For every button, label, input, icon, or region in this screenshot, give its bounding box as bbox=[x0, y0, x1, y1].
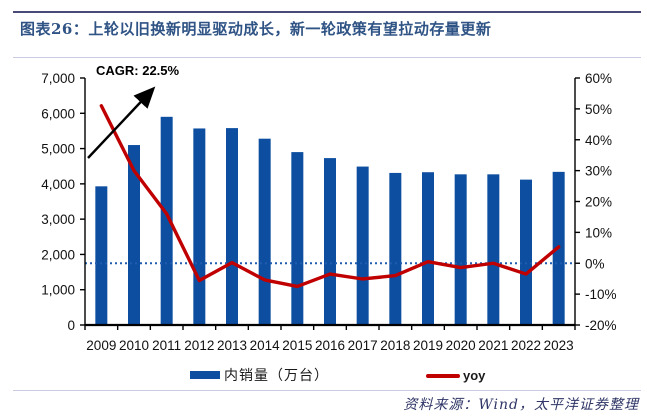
x-tick-label: 2014 bbox=[250, 338, 281, 353]
left-tick-label: 3,000 bbox=[41, 212, 75, 227]
legend-item-yoy: yoy bbox=[426, 368, 485, 383]
bar-2020 bbox=[454, 174, 467, 325]
right-tick-label: 10% bbox=[585, 225, 612, 240]
bar-2014 bbox=[258, 138, 271, 325]
bar-2019 bbox=[422, 172, 434, 325]
left-tick-label: 4,000 bbox=[41, 177, 75, 192]
cagr-annotation: CAGR: 22.5% bbox=[96, 63, 180, 78]
bar-2015 bbox=[291, 152, 304, 325]
right-tick-label: 50% bbox=[585, 102, 612, 117]
figure-title: 图表26：上轮以旧换新明显驱动成长，新一轮政策有望拉动存量更新 bbox=[20, 20, 492, 38]
bar-2010 bbox=[128, 145, 140, 325]
bar-2013 bbox=[226, 128, 238, 325]
yoy-line bbox=[99, 104, 561, 289]
right-tick-label: 30% bbox=[585, 164, 612, 179]
x-tick-label: 2023 bbox=[544, 338, 574, 353]
left-tick-label: 7,000 bbox=[41, 71, 75, 86]
bar-2009 bbox=[95, 186, 108, 325]
x-tick-label: 2017 bbox=[348, 338, 378, 353]
x-tick-label: 2012 bbox=[184, 338, 214, 353]
bar-2012 bbox=[193, 128, 206, 325]
left-tick-label: 0 bbox=[67, 318, 75, 333]
left-tick-label: 6,000 bbox=[41, 106, 75, 121]
top-border-rule bbox=[13, 11, 641, 13]
x-tick-label: 2009 bbox=[86, 338, 116, 353]
source-note: 资料来源：Wind，太平洋证券整理 bbox=[403, 397, 639, 413]
legend-label-yoy: yoy bbox=[463, 368, 486, 383]
legend-item-sales: 内销量（万台） bbox=[190, 365, 329, 385]
right-tick-label: 0% bbox=[585, 256, 605, 271]
left-tick-label: 2,000 bbox=[41, 247, 75, 262]
x-tick-label: 2013 bbox=[217, 338, 247, 353]
line-swatch-icon bbox=[426, 373, 460, 378]
x-tick-label: 2019 bbox=[413, 338, 443, 353]
right-tick-label: -20% bbox=[585, 318, 617, 333]
left-tick-label: 5,000 bbox=[41, 142, 75, 157]
x-tick-label: 2011 bbox=[152, 338, 181, 353]
right-tick-label: 20% bbox=[585, 195, 612, 210]
cagr-arrow-icon bbox=[87, 86, 156, 159]
x-tick-label: 2016 bbox=[315, 338, 345, 353]
footer-divider-rule bbox=[13, 390, 641, 391]
x-tick-label: 2018 bbox=[380, 338, 410, 353]
x-tick-label: 2010 bbox=[119, 338, 149, 353]
right-tick-label: 60% bbox=[585, 71, 612, 86]
bar-2016 bbox=[324, 158, 336, 325]
legend-label-sales: 内销量（万台） bbox=[224, 368, 329, 384]
right-tick-label: -10% bbox=[585, 287, 617, 302]
bar-2011 bbox=[160, 116, 173, 325]
bar-2022 bbox=[520, 179, 532, 325]
x-tick-label: 2020 bbox=[446, 338, 476, 353]
bar-swatch-icon bbox=[190, 371, 220, 379]
header-divider-rule bbox=[13, 57, 641, 58]
x-tick-label: 2015 bbox=[282, 338, 312, 353]
left-tick-label: 1,000 bbox=[41, 283, 75, 298]
bar-2018 bbox=[389, 172, 402, 325]
bar-2017 bbox=[356, 166, 369, 325]
x-tick-label: 2022 bbox=[511, 338, 541, 353]
x-tick-label: 2021 bbox=[478, 338, 508, 353]
right-tick-label: 40% bbox=[585, 133, 612, 148]
bar-2021 bbox=[487, 174, 500, 325]
